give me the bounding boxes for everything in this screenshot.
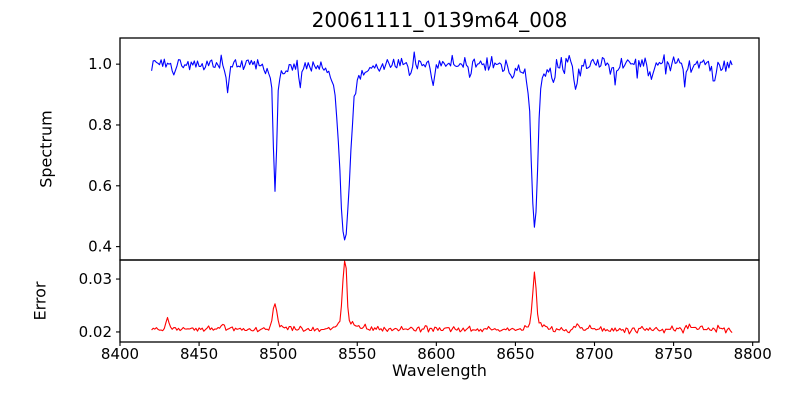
- spectrum-curve: [151, 51, 733, 241]
- x-tick-label: 8400: [101, 345, 139, 363]
- x-tick-label: 8600: [417, 345, 455, 363]
- y-tick-label: 0.6: [88, 177, 112, 195]
- x-tick-label: 8550: [338, 345, 376, 363]
- chart-title: 20061111_0139m64_008: [311, 8, 568, 32]
- x-tick-label: 8800: [734, 345, 772, 363]
- x-tick-label: 8500: [259, 345, 297, 363]
- x-tick-label: 8700: [575, 345, 613, 363]
- y-tick-label: 0.8: [88, 116, 112, 134]
- x-tick-label: 8750: [654, 345, 692, 363]
- x-tick-label: 8650: [496, 345, 534, 363]
- error-curve: [151, 260, 733, 335]
- y-tick-label: 0.03: [79, 270, 112, 288]
- y-tick-label: 0.02: [79, 323, 112, 341]
- y-tick-label: 0.4: [88, 238, 112, 256]
- spectrum-panel-border: [119, 37, 760, 261]
- x-axis-label: Wavelength: [392, 361, 487, 380]
- x-tick-label: 8450: [180, 345, 218, 363]
- error-panel-border: [119, 259, 760, 343]
- tick-layer: 8400 8450 8500 8550 8600 8650 8700 8750 8800 1.0 0…: [79, 55, 772, 363]
- y-tick-label: 1.0: [88, 55, 112, 73]
